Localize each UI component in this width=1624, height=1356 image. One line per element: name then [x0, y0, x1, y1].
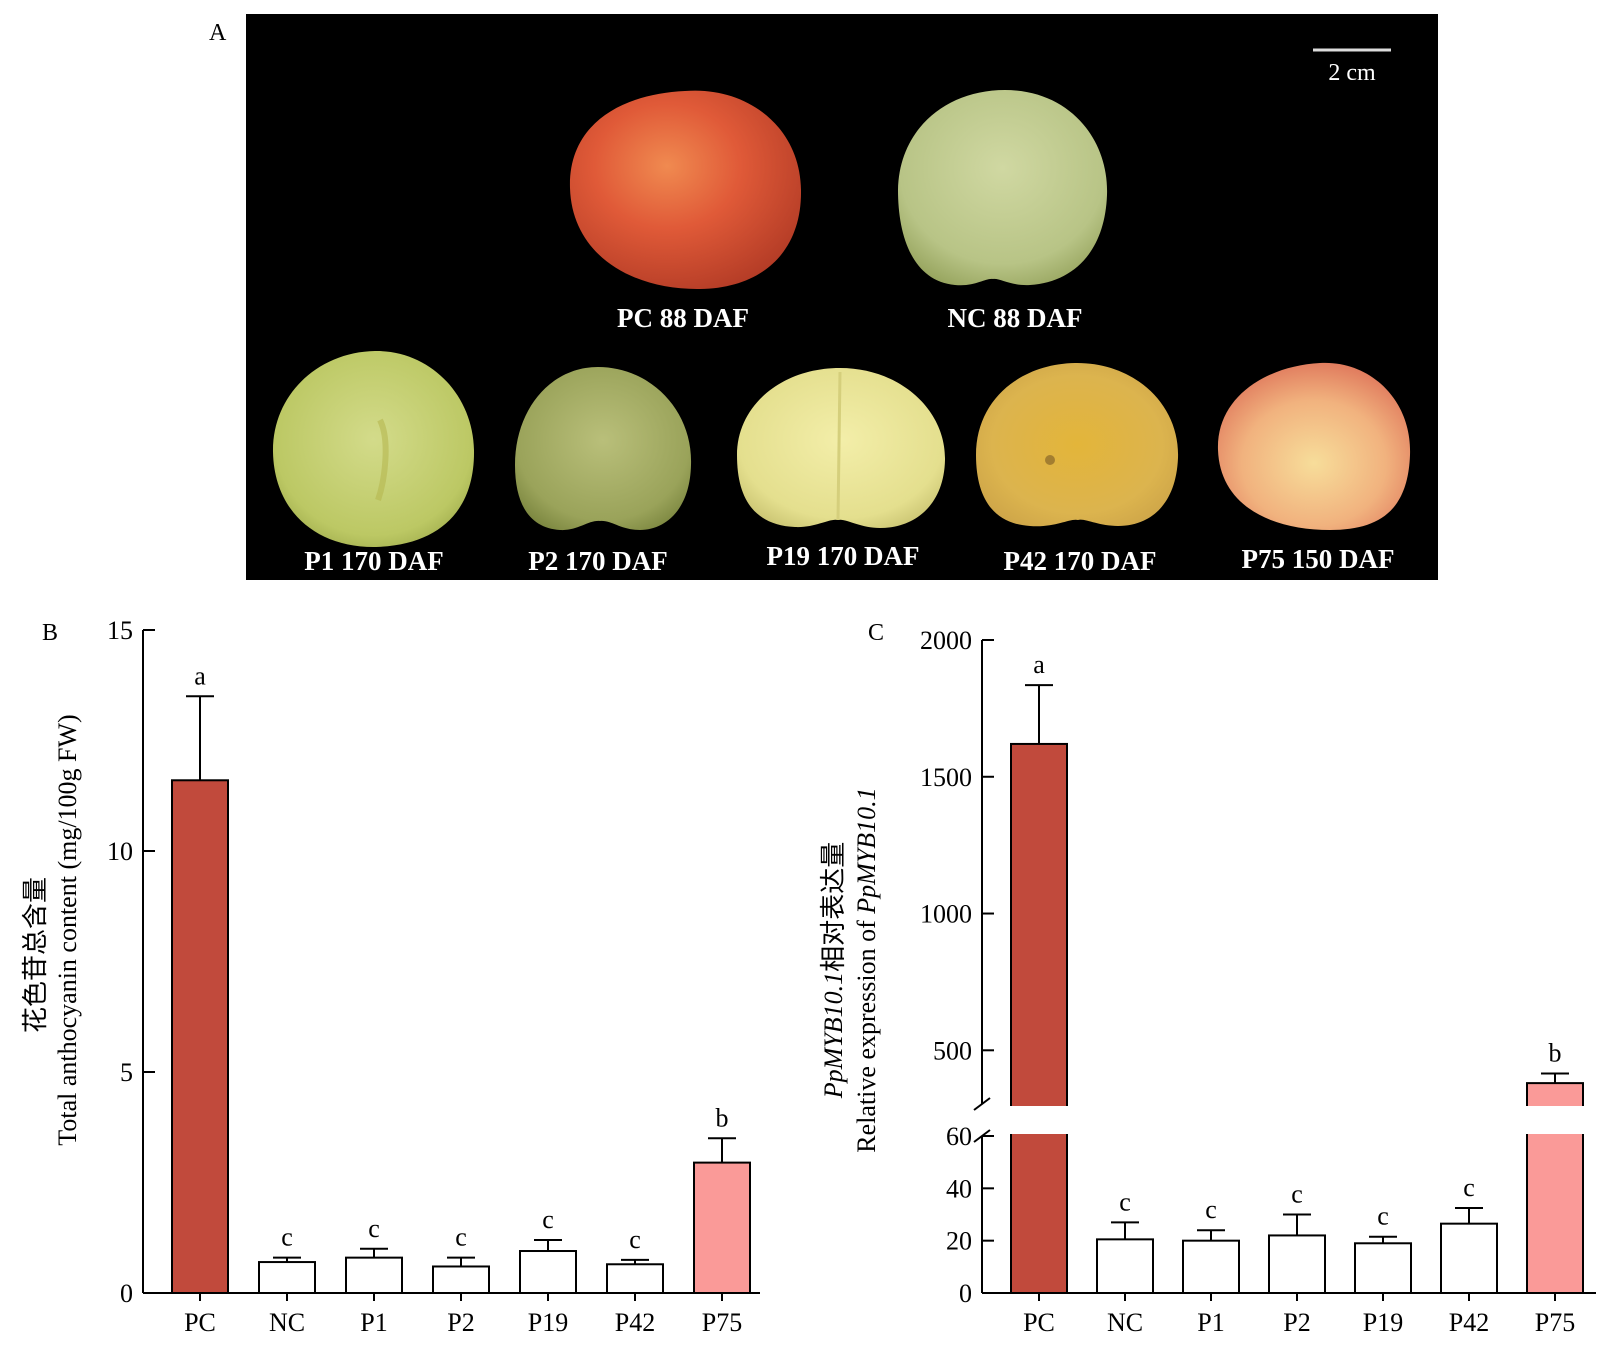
y-axis-label-b-en: Total anthocyanin content (mg/100g FW)	[53, 714, 82, 1145]
x-tick-label-c: P19	[1363, 1308, 1403, 1337]
fruit-pc	[569, 90, 802, 290]
significance-label-b: c	[542, 1205, 554, 1234]
fruit-label-pc: PC 88 DAF	[617, 303, 749, 333]
y-tick-label-b: 10	[107, 837, 133, 866]
x-tick-label-b: P2	[447, 1308, 474, 1337]
significance-label-c: c	[1377, 1202, 1389, 1231]
bar-b-pc	[171, 779, 229, 1294]
fruit-p2	[515, 367, 692, 531]
bar-b-p75	[693, 1161, 751, 1294]
x-tick-label-b: PC	[184, 1308, 216, 1337]
x-tick-label-c: P2	[1283, 1308, 1310, 1337]
bar-c-p42	[1440, 1222, 1498, 1294]
significance-label-b: c	[281, 1223, 293, 1252]
fruit-p42	[976, 362, 1179, 527]
x-tick-label-c: P1	[1197, 1308, 1224, 1337]
x-tick-label-b: NC	[269, 1308, 305, 1337]
x-tick-label-c: NC	[1107, 1308, 1143, 1337]
fruit-label-p1: P1 170 DAF	[304, 546, 443, 576]
y-tick-label-c: 1500	[920, 763, 972, 792]
fruit-p1	[272, 350, 475, 548]
fruit-label-p75: P75 150 DAF	[1242, 544, 1395, 574]
y-tick-label-c: 40	[946, 1174, 972, 1203]
y-tick-label-b: 0	[120, 1279, 133, 1308]
significance-label-c: c	[1119, 1187, 1131, 1216]
axis-break-mark-c	[973, 1129, 991, 1143]
significance-label-c: b	[1549, 1039, 1562, 1068]
significance-label-b: a	[194, 661, 206, 690]
y-axis-label-c-line1: PpMYB10.1相对表达量	[819, 842, 848, 1099]
y-tick-label-c: 0	[959, 1279, 972, 1308]
y-axis-label-c-line2: Relative expression of PpMYB10.1	[852, 787, 881, 1152]
x-tick-label-b: P75	[702, 1308, 742, 1337]
x-tick-label-c: P42	[1449, 1308, 1489, 1337]
significance-label-c: c	[1463, 1173, 1475, 1202]
scale-bar-label: 2 cm	[1328, 60, 1376, 86]
y-tick-label-c: 500	[933, 1036, 972, 1065]
panel-a-label: A	[209, 20, 227, 46]
bar-b-p42	[606, 1263, 664, 1295]
significance-label-c: c	[1205, 1195, 1217, 1224]
fruit-p75	[1217, 362, 1411, 530]
x-tick-label-c: PC	[1023, 1308, 1055, 1337]
y-axis-label-c-gene-2: PpMYB10.1	[852, 787, 881, 914]
y-axis-label-c-cn: 相对表达量	[819, 842, 848, 972]
bar-c-p1	[1182, 1239, 1240, 1294]
significance-label-b: c	[455, 1223, 467, 1252]
panel-c-label: C	[868, 620, 884, 646]
bar-c-pc	[1010, 742, 1068, 1294]
y-tick-label-c: 1000	[920, 900, 972, 929]
significance-label-b: c	[368, 1214, 380, 1243]
y-axis-label-c-gene: PpMYB10.1	[819, 972, 848, 1099]
bar-b-p2	[432, 1265, 490, 1294]
y-axis-label-b-cn: 花色苷总含量	[21, 877, 50, 1033]
y-tick-label-c: 20	[946, 1227, 972, 1256]
significance-label-b: c	[629, 1225, 641, 1254]
fruit-p19	[737, 368, 946, 528]
fruit-label-p19: P19 170 DAF	[767, 541, 920, 571]
y-tick-label-b: 15	[107, 616, 133, 645]
x-tick-label-b: P19	[528, 1308, 568, 1337]
fruit-label-p42: P42 170 DAF	[1004, 546, 1157, 576]
panel-a: A 2 cm PC 88 DAF NC 88 DAF P1 170 DAF P2…	[209, 14, 1438, 580]
y-tick-label-c: 2000	[920, 626, 972, 655]
x-tick-label-b: P42	[615, 1308, 655, 1337]
bar-break-gap-c	[1007, 1106, 1071, 1134]
y-tick-label-c: 60	[946, 1122, 972, 1151]
x-tick-label-c: P75	[1535, 1308, 1575, 1337]
panel-b-label: B	[42, 620, 58, 646]
bar-c-p2	[1268, 1234, 1326, 1295]
y-axis-label-c-en: Relative expression of	[852, 914, 881, 1153]
bar-b-p1	[345, 1256, 403, 1295]
bar-b-p19	[519, 1250, 577, 1295]
fruit-label-nc: NC 88 DAF	[948, 303, 1083, 333]
significance-label-c: c	[1291, 1180, 1303, 1209]
fruit-label-p2: P2 170 DAF	[528, 546, 667, 576]
bar-c-nc	[1096, 1238, 1154, 1294]
fruit-nc	[898, 90, 1108, 286]
significance-label-c: a	[1033, 650, 1045, 679]
bar-c-p75	[1526, 1082, 1584, 1295]
significance-label-b: b	[716, 1103, 729, 1132]
bar-break-gap-c	[1523, 1106, 1587, 1134]
bar-c-p19	[1354, 1242, 1412, 1294]
x-tick-label-b: P1	[360, 1308, 387, 1337]
y-tick-label-b: 5	[120, 1058, 133, 1087]
axis-break-mark-c	[973, 1097, 991, 1111]
bar-b-nc	[258, 1261, 316, 1295]
